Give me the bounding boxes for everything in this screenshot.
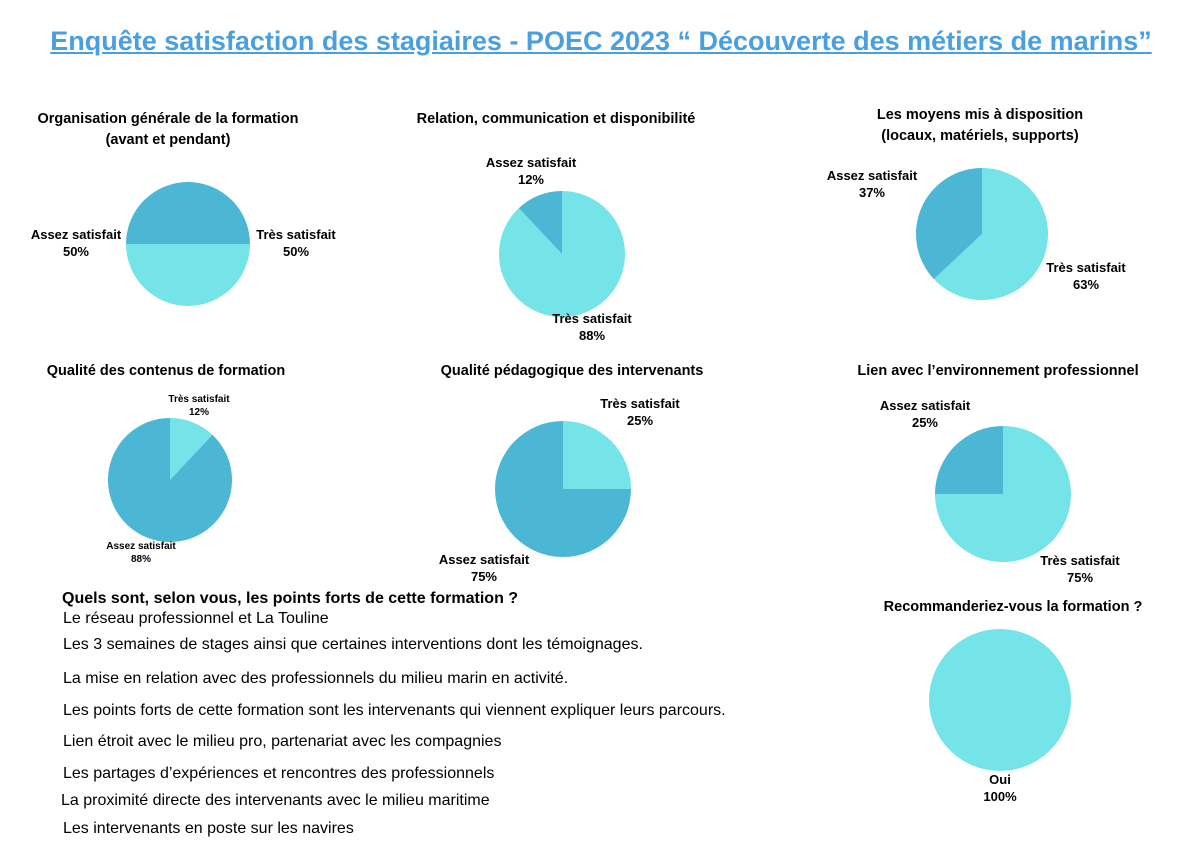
data-label: Assez satisfait 88% <box>106 540 175 566</box>
data-label-category: Très satisfait <box>256 227 336 242</box>
chart-title: Organisation générale de la formation (a… <box>37 111 299 148</box>
pie-slice-assez-satisfait <box>935 426 1003 494</box>
points-forts-item: Les 3 semaines de stages ainsi que certa… <box>63 636 643 653</box>
data-label-percent: 50% <box>62 244 90 259</box>
data-label: Très satisfait 88% <box>552 310 632 344</box>
data-label: Assez satisfait 25% <box>880 397 970 431</box>
data-label: Très satisfait 25% <box>600 395 680 429</box>
data-label-percent: 88% <box>578 328 606 343</box>
data-label-percent: 75% <box>1066 570 1094 585</box>
data-label-category: Très satisfait <box>552 311 632 326</box>
data-label: Oui 100% <box>983 771 1016 805</box>
data-label-percent: 25% <box>911 415 939 430</box>
data-label: Assez satisfait 12% <box>486 154 576 188</box>
data-label-category: Assez satisfait <box>879 398 971 413</box>
data-label: Assez satisfait 75% <box>439 551 529 585</box>
data-label-percent: 37% <box>858 185 886 200</box>
points-forts-item: Les points forts de cette formation sont… <box>63 702 726 719</box>
pie-chart <box>929 629 1071 771</box>
data-label-category: Assez satisfait <box>106 541 176 552</box>
data-label-percent: 12% <box>188 407 209 418</box>
data-label-percent: 75% <box>470 569 498 584</box>
data-label: Très satisfait 75% <box>1040 552 1120 586</box>
pie-slice-assez-satisfait <box>126 182 250 244</box>
data-label: Assez satisfait 37% <box>827 167 917 201</box>
points-forts-item: Les intervenants en poste sur les navire… <box>63 820 354 837</box>
pie-chart <box>495 421 631 557</box>
data-label-percent: 12% <box>517 172 545 187</box>
pie-chart <box>935 426 1071 562</box>
pie-slice-assez-satisfait <box>518 191 562 254</box>
data-label-category: Assez satisfait <box>30 227 122 242</box>
data-label-percent: 63% <box>1072 277 1100 292</box>
data-label-percent: 50% <box>282 244 310 259</box>
pie-chart <box>107 418 232 542</box>
pie-slice-tres-satisfait <box>170 418 213 480</box>
pie-slice-tres-satisfait <box>563 421 631 489</box>
page-title: Enquête satisfaction des stagiaires - PO… <box>50 26 1152 56</box>
pie-slice-assez-satisfait <box>495 421 631 557</box>
data-label-category: Très satisfait <box>600 396 680 411</box>
points-forts-item: Les partages d’expériences et rencontres… <box>63 765 495 782</box>
pie-chart <box>499 191 625 317</box>
pie-slice-tres-satisfait <box>933 168 1048 300</box>
pie-chart <box>126 182 250 306</box>
chart-title: Relation, communication et disponibilité <box>416 111 696 127</box>
data-label: Très satisfait 50% <box>256 226 336 260</box>
chart-title: Recommanderiez-vous la formation ? <box>883 599 1143 615</box>
points-forts-item: Lien étroit avec le milieu pro, partenar… <box>63 733 502 750</box>
data-label-category: Assez satisfait <box>826 168 918 183</box>
data-label: Assez satisfait 50% <box>31 226 121 260</box>
chart-title: Qualité pédagogique des intervenants <box>440 363 704 379</box>
data-label-category: Très satisfait <box>1046 260 1126 275</box>
points-forts-question: Quels sont, selon vous, les points forts… <box>62 590 519 607</box>
pie-slice-assez-satisfait <box>107 418 232 542</box>
chart-title: Lien avec l’environnement professionnel <box>857 363 1139 379</box>
data-label-category: Assez satisfait <box>485 155 577 170</box>
pie-slice-oui <box>929 629 1071 771</box>
points-forts-item: La mise en relation avec des professionn… <box>63 670 569 687</box>
data-label-percent: 25% <box>626 413 654 428</box>
data-label-percent: 88% <box>130 554 152 565</box>
data-label-category: Très satisfait <box>168 394 230 405</box>
pie-chart <box>916 168 1048 300</box>
data-label: Très satisfait 63% <box>1046 259 1126 293</box>
data-label-percent: 100% <box>983 789 1017 804</box>
points-forts-item: Le réseau professionnel et La Touline <box>63 610 329 627</box>
data-label-category: Oui <box>989 772 1011 787</box>
data-label-category: Assez satisfait <box>438 552 530 567</box>
points-forts-item: La proximité directe des intervenants av… <box>61 792 490 809</box>
pie-slice-tres-satisfait <box>126 244 250 306</box>
chart-title: Qualité des contenus de formation <box>46 363 286 379</box>
data-label: Très satisfait 12% <box>168 393 229 419</box>
chart-title: Les moyens mis à disposition (locaux, ma… <box>876 107 1084 144</box>
pie-slice-assez-satisfait <box>916 168 982 280</box>
data-label-category: Très satisfait <box>1040 553 1120 568</box>
